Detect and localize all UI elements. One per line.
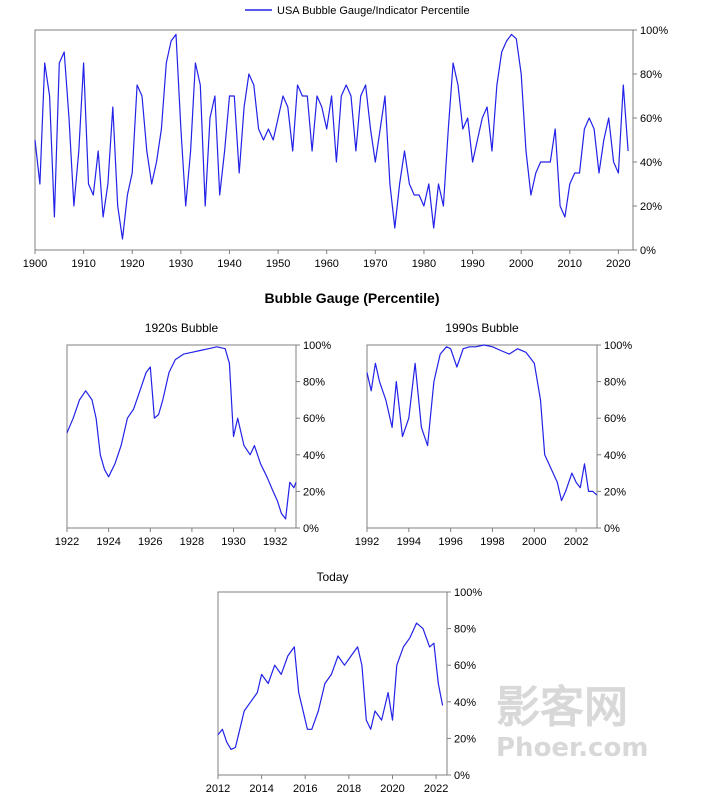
x-tick-label: 1998 — [480, 536, 504, 548]
y-tick-label: 80% — [454, 624, 476, 636]
watermark-line2: Phoer.com — [496, 733, 648, 763]
y-tick-label: 0% — [303, 523, 319, 535]
y-tick-label: 60% — [604, 413, 626, 425]
y-tick-label: 20% — [454, 733, 476, 745]
x-tick-label: 2002 — [564, 536, 588, 548]
chart-today: Today 0% 20% 40% 60% 80% 100% 2012 2014 2016 2018 2… — [206, 570, 483, 795]
x-tick-label: 1924 — [96, 536, 120, 548]
y-tick-label: 0% — [604, 523, 620, 535]
x-tick-label: 2020 — [380, 783, 404, 795]
x-tick-label: 1950 — [266, 258, 290, 270]
y-tick-label: 80% — [303, 377, 325, 389]
y-tick-label: 20% — [640, 201, 662, 213]
x-tick-label: 1992 — [355, 536, 379, 548]
y-tick-label: 100% — [640, 25, 668, 37]
legend: USA Bubble Gauge/Indicator Percentile — [245, 5, 470, 17]
series-line — [34, 33, 629, 240]
y-tick-label: 0% — [640, 245, 656, 257]
y-tick-label: 40% — [604, 450, 626, 462]
y-tick-label: 60% — [303, 413, 325, 425]
series-line — [217, 622, 444, 751]
watermark: 影客网 Phoer.com — [496, 682, 648, 763]
y-tick-label: 40% — [454, 697, 476, 709]
chart-full-history: 0% 20% 40% 60% 80% 100% 1900 1910 1920 1930 1940 19… — [23, 25, 669, 270]
x-tick-label: 2018 — [337, 783, 361, 795]
y-tick-label: 60% — [640, 113, 662, 125]
x-tick-label: 1930 — [169, 258, 193, 270]
y-tick-label: 20% — [604, 486, 626, 498]
main-title: Bubble Gauge (Percentile) — [264, 290, 439, 306]
y-tick-label: 80% — [640, 69, 662, 81]
x-tick-label: 1996 — [438, 536, 462, 548]
x-tick-label: 1960 — [314, 258, 338, 270]
chart-1990s-bubble: 1990s Bubble 0% 20% 40% 60% 80% 100% 1992 1994 19… — [355, 321, 633, 548]
y-tick-label: 100% — [303, 340, 331, 352]
x-tick-label: 2000 — [522, 536, 546, 548]
x-tick-label: 1926 — [138, 536, 162, 548]
chart-1920s-bubble: 1920s Bubble 0% 20% 40% 60% 80% 100% 1922 1924 19… — [55, 321, 332, 548]
panel-title: Today — [316, 570, 348, 584]
x-tick-label: 2010 — [558, 258, 582, 270]
watermark-line1: 影客网 — [496, 682, 628, 733]
x-tick-label: 1994 — [397, 536, 421, 548]
x-tick-label: 1928 — [180, 536, 204, 548]
series-line — [66, 346, 297, 520]
series-line — [366, 344, 598, 502]
x-tick-label: 1910 — [71, 258, 95, 270]
panel-title: 1920s Bubble — [145, 321, 219, 335]
y-tick-label: 40% — [640, 157, 662, 169]
x-tick-label: 1920 — [120, 258, 144, 270]
x-tick-label: 2000 — [509, 258, 533, 270]
x-tick-label: 2020 — [606, 258, 630, 270]
x-tick-label: 1980 — [412, 258, 436, 270]
x-tick-label: 1970 — [363, 258, 387, 270]
x-tick-label: 1900 — [23, 258, 47, 270]
y-tick-label: 100% — [454, 587, 482, 599]
y-tick-label: 100% — [604, 340, 632, 352]
x-tick-label: 2012 — [206, 783, 230, 795]
x-tick-label: 1922 — [55, 536, 79, 548]
y-tick-label: 80% — [604, 377, 626, 389]
y-tick-label: 40% — [303, 450, 325, 462]
plot-frame — [366, 344, 598, 529]
plot-frame — [66, 344, 297, 529]
x-tick-label: 2016 — [293, 783, 317, 795]
panel-title: 1990s Bubble — [445, 321, 519, 335]
y-tick-label: 20% — [303, 486, 325, 498]
x-tick-label: 1940 — [217, 258, 241, 270]
x-tick-label: 1932 — [263, 536, 287, 548]
x-tick-label: 1930 — [221, 536, 245, 548]
legend-label: USA Bubble Gauge/Indicator Percentile — [277, 5, 470, 17]
x-tick-label: 2014 — [249, 783, 273, 795]
x-tick-label: 2022 — [424, 783, 448, 795]
x-tick-label: 1990 — [460, 258, 484, 270]
y-tick-label: 60% — [454, 660, 476, 672]
y-tick-label: 0% — [454, 770, 470, 782]
plot-frame — [217, 591, 448, 776]
